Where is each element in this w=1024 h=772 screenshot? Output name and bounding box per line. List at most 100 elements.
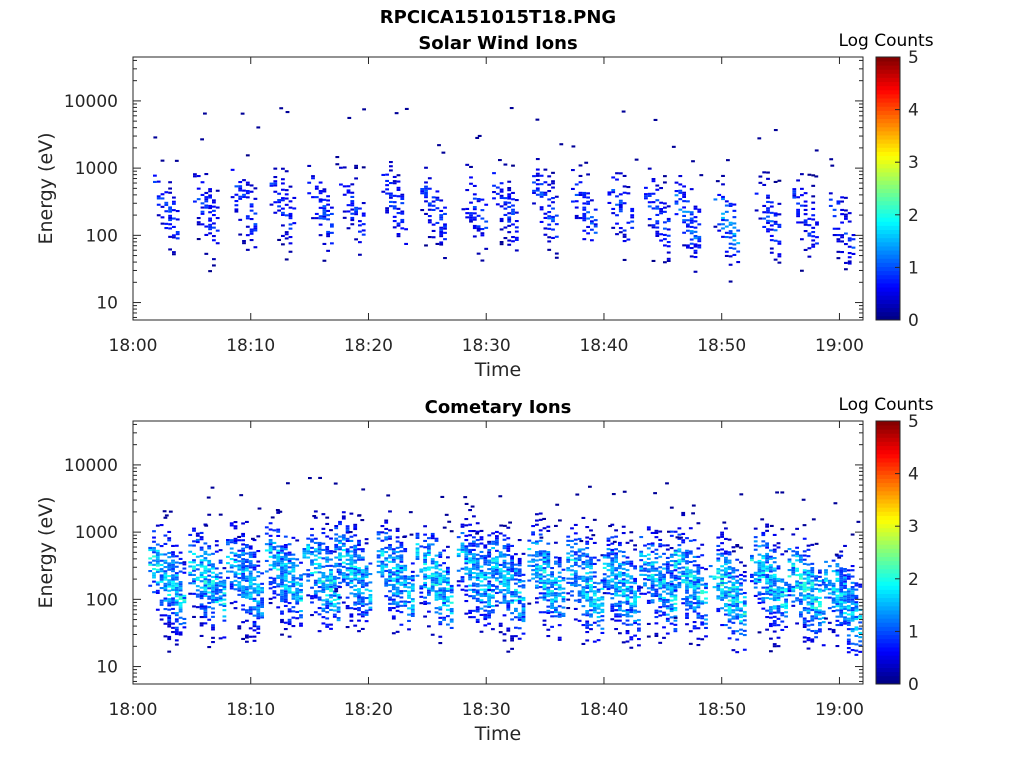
colorbar-step xyxy=(876,304,900,309)
colorbar-step xyxy=(876,164,900,169)
y-tick-label: 1000 xyxy=(75,523,118,543)
colorbar-step xyxy=(876,433,900,438)
colorbar-step xyxy=(876,312,900,317)
colorbar-step xyxy=(876,180,900,185)
colorbar-step xyxy=(876,205,900,210)
colorbar-tick-label: 3 xyxy=(908,517,919,537)
colorbar-step xyxy=(876,127,900,132)
colorbar-tick-label: 3 xyxy=(908,153,919,173)
colorbar-step xyxy=(876,511,900,516)
y-tick-label: 1000 xyxy=(75,159,118,179)
colorbar-label: Log Counts xyxy=(838,31,933,51)
colorbar-label: Log Counts xyxy=(838,395,933,415)
colorbar-step xyxy=(876,446,900,451)
colorbar-step xyxy=(876,250,900,255)
x-axis-label: Time xyxy=(474,723,522,745)
x-axis-label: Time xyxy=(474,359,522,381)
colorbar-step xyxy=(876,553,900,558)
page-title: RPCICA151015T18.PNG xyxy=(380,7,616,28)
colorbar-step xyxy=(876,193,900,198)
colorbar-step xyxy=(876,234,900,239)
colorbar-step xyxy=(876,135,900,140)
colorbar-step xyxy=(876,573,900,578)
x-tick-label: 18:10 xyxy=(226,700,275,720)
colorbar-step xyxy=(876,291,900,296)
colorbar-step xyxy=(876,106,900,111)
colorbar-step xyxy=(876,90,900,95)
colorbar-step xyxy=(876,470,900,475)
colorbar-step xyxy=(876,147,900,152)
colorbar-step xyxy=(876,462,900,467)
colorbar-step xyxy=(876,143,900,148)
x-tick-label: 18:50 xyxy=(697,336,746,356)
colorbar-step xyxy=(876,123,900,128)
colorbar-step xyxy=(876,487,900,492)
x-tick-label: 18:00 xyxy=(109,336,158,356)
colorbar-step xyxy=(876,663,900,668)
colorbar-step xyxy=(876,189,900,194)
colorbar-step xyxy=(876,532,900,537)
colorbar-step xyxy=(876,495,900,500)
colorbar-step xyxy=(876,516,900,521)
colorbar-step xyxy=(876,139,900,144)
x-tick-label: 18:40 xyxy=(579,700,628,720)
colorbar-step xyxy=(876,655,900,660)
colorbar-step xyxy=(876,668,900,673)
x-tick-label: 18:10 xyxy=(226,336,275,356)
colorbar-step xyxy=(876,172,900,177)
colorbar-step xyxy=(876,131,900,136)
colorbar-step xyxy=(876,279,900,284)
colorbar-step xyxy=(876,57,900,62)
colorbar-tick-label: 5 xyxy=(908,412,919,432)
colorbar-step xyxy=(876,238,900,243)
colorbar-step xyxy=(876,429,900,434)
colorbar-step xyxy=(876,246,900,251)
colorbar-tick-label: 0 xyxy=(908,675,919,695)
colorbar-step xyxy=(876,647,900,652)
colorbar-step xyxy=(876,610,900,615)
x-tick-label: 19:00 xyxy=(815,336,864,356)
colorbar-step xyxy=(876,474,900,479)
colorbar-step xyxy=(876,230,900,235)
y-axis-label: Energy (eV) xyxy=(35,132,57,244)
colorbar-step xyxy=(876,275,900,280)
y-tick-label: 10 xyxy=(96,658,118,678)
colorbar-step xyxy=(876,94,900,99)
colorbar-step xyxy=(876,585,900,590)
y-tick-label: 10 xyxy=(96,294,118,314)
y-tick-label: 100 xyxy=(86,590,118,610)
panel-title: Cometary Ions xyxy=(425,397,572,418)
colorbar-step xyxy=(876,254,900,259)
colorbar-step xyxy=(876,262,900,267)
colorbar-step xyxy=(876,614,900,619)
colorbar-step xyxy=(876,299,900,304)
colorbar-step xyxy=(876,197,900,202)
colorbar-step xyxy=(876,491,900,496)
colorbar-tick-label: 4 xyxy=(908,101,919,121)
colorbar-step xyxy=(876,98,900,103)
colorbar-step xyxy=(876,548,900,553)
colorbar-step xyxy=(876,152,900,157)
colorbar-step xyxy=(876,520,900,525)
colorbar-step xyxy=(876,110,900,115)
colorbar-step xyxy=(876,209,900,214)
x-tick-label: 18:20 xyxy=(344,700,393,720)
colorbar-step xyxy=(876,73,900,78)
x-tick-label: 18:50 xyxy=(697,700,746,720)
colorbar-step xyxy=(876,287,900,292)
colorbar-step xyxy=(876,201,900,206)
y-tick-label: 10000 xyxy=(64,456,118,476)
colorbar-step xyxy=(876,61,900,66)
colorbar-step xyxy=(876,450,900,455)
colorbar-step xyxy=(876,540,900,545)
x-tick-label: 19:00 xyxy=(815,700,864,720)
y-axis-label: Energy (eV) xyxy=(35,496,57,608)
colorbar-step xyxy=(876,483,900,488)
y-tick-label: 100 xyxy=(86,226,118,246)
colorbar-tick-label: 5 xyxy=(908,48,919,68)
colorbar-step xyxy=(876,581,900,586)
colorbar-step xyxy=(876,184,900,189)
